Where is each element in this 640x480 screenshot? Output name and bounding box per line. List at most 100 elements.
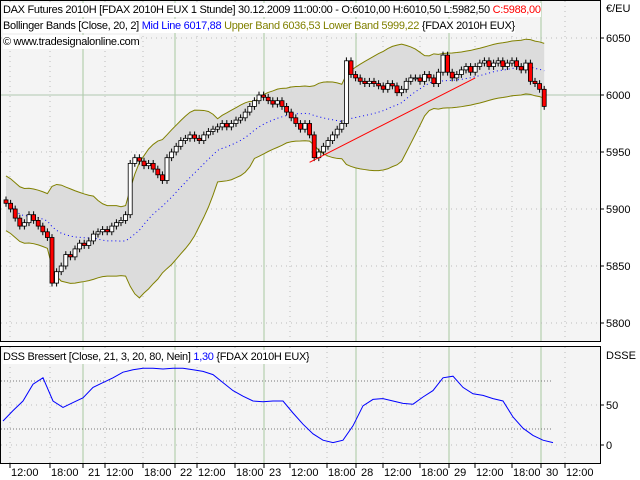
candle-body (297, 123, 303, 130)
candle-body (279, 100, 285, 107)
dss-value: 1,30 (193, 351, 214, 363)
candle-body (468, 66, 474, 73)
candle-body (274, 100, 280, 105)
candle-body (399, 88, 405, 94)
candle-body (182, 137, 188, 142)
candle-body (238, 117, 244, 121)
candle-body (40, 225, 46, 233)
candle-body (86, 240, 92, 246)
candle-body (431, 77, 437, 85)
dss-name: DSS Bressert [Close, 21, 3, 20, 80, Nein… (3, 351, 194, 363)
time-tick-label: 18:00 (513, 467, 541, 479)
candle-body (77, 242, 82, 250)
candle-body (454, 74, 460, 79)
candle-body (320, 145, 326, 153)
candle-body (63, 254, 69, 267)
candle-body (173, 145, 179, 153)
close-value: C:5988,00 (492, 4, 541, 16)
dss-instrument: {FDAX 2010H EUX} (213, 351, 310, 363)
band-values: Upper Band 6036,53 Lower Band 5999,22 (224, 20, 420, 32)
price-tick-label: 6050 (606, 33, 630, 45)
main-legend: DAX Futures 2010H [FDAX 2010H EUX 1 Stun… (3, 3, 541, 17)
candle-body (146, 162, 152, 167)
candle-body (339, 123, 345, 130)
dss-tick-label: 50 (606, 400, 618, 412)
candle-body (49, 237, 55, 284)
candle-body (233, 119, 239, 124)
candle-body (109, 225, 115, 233)
dss-legend: DSS Bressert [Close, 21, 3, 20, 80, Nein… (3, 350, 310, 364)
indicator-name: Bollinger Bands [Close, 20, 2] (3, 20, 142, 32)
candle-body (380, 85, 386, 90)
time-tick-label: 18:00 (144, 467, 172, 479)
candle-body (95, 231, 101, 235)
candle-body (412, 77, 418, 80)
candle-body (31, 214, 37, 221)
candle-body (159, 174, 165, 181)
candle-body (224, 123, 230, 128)
candle-body (127, 162, 133, 216)
candle-body (45, 231, 50, 238)
candle-body (403, 80, 409, 90)
candle-body (12, 208, 18, 219)
candle-body (192, 134, 198, 139)
candle-body (486, 60, 492, 67)
candle-body (178, 140, 184, 147)
candle-body (81, 242, 87, 246)
candle-body (458, 69, 464, 75)
candle-body (376, 83, 382, 87)
candle-body (136, 157, 142, 162)
copyright: © www.tradesignalonline.com (3, 35, 140, 49)
candle-body (132, 157, 138, 164)
candle-body (357, 77, 363, 82)
candle-body (311, 134, 317, 159)
time-tick-label: 23 (269, 467, 281, 479)
candle-body (100, 229, 105, 233)
candle-body (293, 117, 299, 124)
candle-body (500, 60, 506, 67)
candle-body (528, 62, 533, 82)
candle-body (114, 222, 119, 227)
candle-body (270, 100, 276, 105)
candle-body (21, 222, 27, 227)
bollinger-legend: Bollinger Bands [Close, 20, 2] Mid Line … (3, 19, 515, 33)
candle-body (417, 77, 423, 82)
candle-body (284, 106, 290, 113)
time-tick-label: 18:00 (421, 467, 449, 479)
candle-body (463, 66, 469, 71)
time-tick-label: 18:00 (236, 467, 264, 479)
candle-body (26, 214, 32, 224)
candle-body (495, 60, 501, 64)
candle-body (353, 74, 359, 79)
candle-body (72, 248, 78, 258)
price-tick-label: 6000 (606, 90, 630, 102)
time-tick-label: 18:00 (51, 467, 79, 479)
dss-plot-area (0, 346, 601, 464)
candle-body (302, 123, 308, 130)
candle-body (141, 160, 147, 167)
candle-body (155, 168, 161, 176)
candle-body (362, 80, 368, 84)
price-tick-label: 5800 (606, 318, 630, 330)
time-tick-label: 28 (361, 467, 373, 479)
candle-body (477, 62, 483, 67)
time-tick-label: 12:00 (198, 467, 226, 479)
candle-body (343, 60, 349, 124)
candle-body (104, 229, 110, 233)
candle-body (54, 271, 59, 284)
lower-band (5, 93, 545, 299)
trendline (309, 77, 476, 163)
candle-body (187, 134, 193, 139)
candle-body (68, 254, 73, 258)
candle-body (509, 60, 515, 64)
instrument-title: DAX Futures 2010H [FDAX 2010H EUX 1 Stun… (3, 4, 493, 16)
candle-body (518, 66, 524, 71)
candle-body (164, 157, 170, 181)
candle-body (472, 66, 478, 73)
candle-body (251, 100, 257, 107)
candle-body (215, 126, 221, 130)
candle-body (435, 71, 441, 84)
candle-body (288, 111, 294, 119)
candle-body (256, 94, 262, 102)
